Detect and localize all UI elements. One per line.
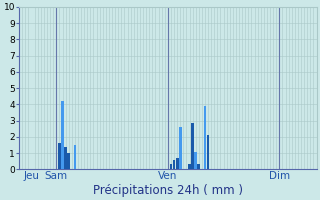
Bar — [188, 164, 191, 169]
Bar — [207, 135, 210, 169]
Bar — [197, 164, 200, 169]
Bar — [58, 143, 61, 169]
Bar — [176, 158, 179, 169]
Bar — [64, 147, 67, 169]
X-axis label: Précipitations 24h ( mm ): Précipitations 24h ( mm ) — [93, 184, 243, 197]
Bar — [191, 123, 194, 169]
Bar — [170, 164, 172, 169]
Bar — [61, 101, 64, 169]
Bar — [172, 160, 175, 169]
Bar — [67, 153, 70, 169]
Bar — [74, 145, 76, 169]
Bar — [179, 127, 182, 169]
Bar — [204, 106, 206, 169]
Bar — [194, 152, 197, 169]
